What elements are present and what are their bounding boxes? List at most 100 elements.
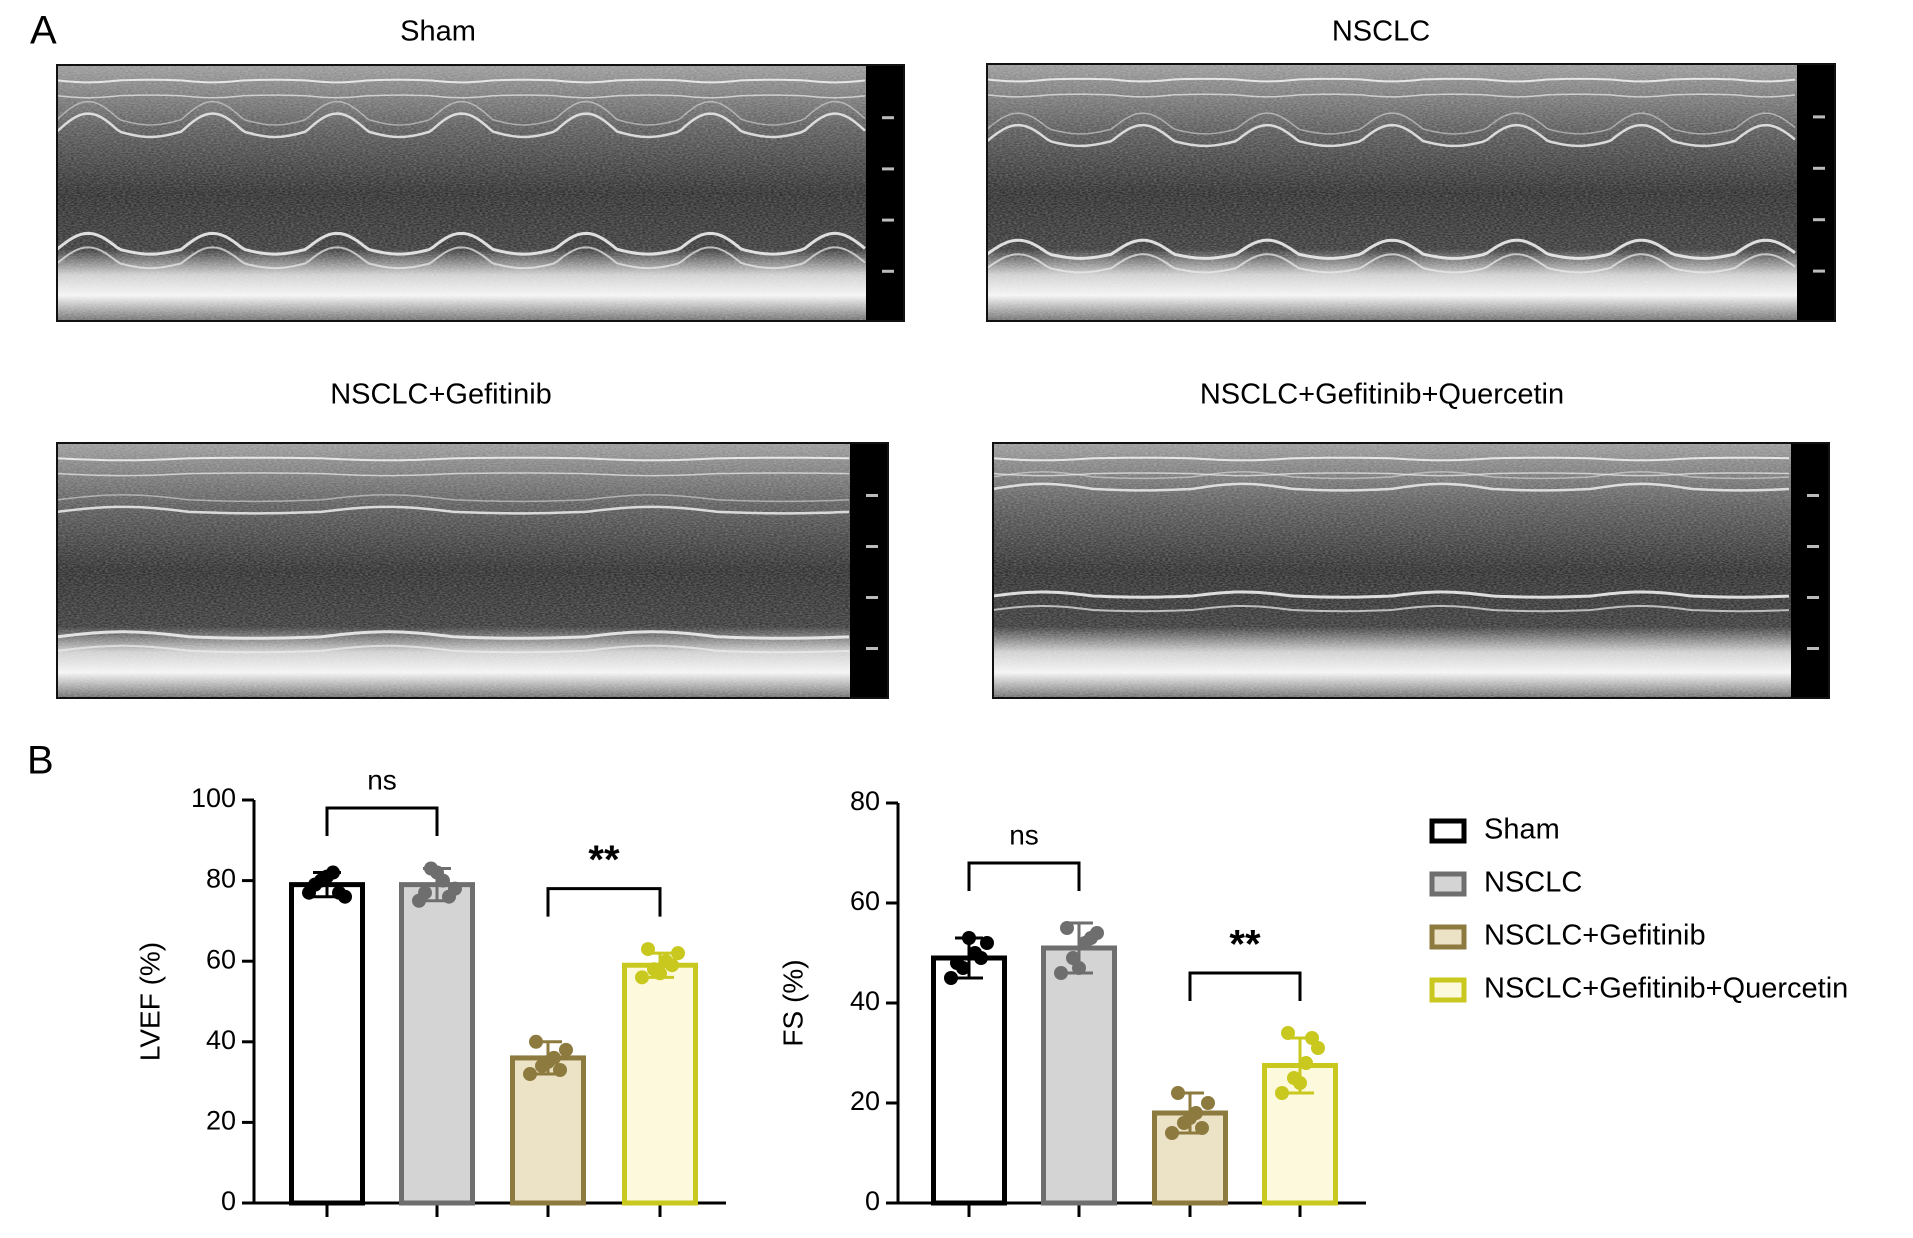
echo-wall — [986, 123, 1796, 148]
y-axis-label: LVEF (%) — [134, 942, 165, 1061]
echo-wall — [56, 100, 866, 126]
echo-wall — [56, 472, 850, 477]
echo-scale — [850, 443, 888, 698]
echo-scale — [1791, 443, 1829, 698]
data-point — [418, 885, 432, 900]
legend-label: Sham — [1484, 814, 1560, 846]
data-point — [1054, 966, 1068, 980]
echo-scale-mark — [1807, 647, 1819, 650]
echo-wall — [986, 253, 1796, 274]
data-point — [553, 1063, 567, 1078]
echo-border — [992, 442, 1830, 699]
bar — [289, 882, 365, 1206]
data-point — [671, 946, 685, 961]
echo-scale — [866, 65, 904, 321]
echo-speckle — [987, 64, 1797, 321]
data-point — [1165, 1126, 1179, 1140]
echo-wall — [56, 630, 850, 640]
echo-scale-mark — [1813, 218, 1825, 222]
y-tick-label: 20 — [850, 1086, 880, 1116]
echo-wall — [986, 77, 1796, 83]
bar — [399, 882, 475, 1206]
echo-wall — [992, 472, 1790, 477]
data-point — [1281, 1026, 1295, 1040]
echo-border — [56, 64, 905, 322]
echo-wall — [56, 78, 866, 84]
data-point — [1060, 921, 1074, 935]
echo-scale — [1797, 64, 1835, 321]
echo-scale-mark — [1813, 166, 1825, 170]
echo-wall — [992, 590, 1790, 599]
data-point — [1084, 931, 1098, 945]
echo-wall — [56, 94, 866, 99]
data-point — [665, 958, 679, 973]
y-tick-label: 60 — [850, 886, 880, 916]
data-point — [944, 971, 958, 985]
bar — [1041, 945, 1117, 1206]
data-point — [653, 966, 667, 981]
data-point — [308, 877, 322, 892]
echo-wall — [56, 231, 866, 256]
y-tick-label: 20 — [206, 1106, 236, 1136]
y-tick-label: 80 — [206, 864, 236, 894]
echo-wall — [56, 494, 850, 503]
y-tick-label: 80 — [850, 786, 880, 816]
data-point — [1195, 1121, 1209, 1135]
bar — [622, 962, 698, 1206]
echo-scale-mark — [866, 647, 878, 650]
echo-wall — [56, 246, 866, 270]
data-point — [1305, 1031, 1319, 1045]
legend-swatch — [1429, 977, 1467, 1003]
significance-bracket — [325, 806, 439, 837]
y-tick-label: 0 — [865, 1186, 880, 1216]
legend-swatch — [1429, 818, 1467, 844]
data-point — [962, 931, 976, 945]
data-point — [332, 885, 346, 900]
echo-title: NSCLC+Gefitinib+Quercetin — [1200, 379, 1564, 411]
echo-speckle — [993, 443, 1791, 698]
data-point — [1293, 1076, 1307, 1090]
bar — [510, 1055, 586, 1206]
echo-border — [56, 442, 889, 699]
echo-wall — [986, 112, 1796, 135]
echo-scale-mark — [882, 167, 894, 171]
data-point — [523, 1067, 537, 1082]
y-tick-label: 60 — [206, 944, 236, 974]
echo-wall — [992, 471, 1790, 480]
echo-scale-mark — [1807, 596, 1819, 599]
echo-images — [56, 63, 1836, 699]
echo-wall — [56, 644, 850, 654]
y-tick-label: 100 — [191, 783, 236, 813]
echo-wall — [992, 604, 1790, 613]
legend-label: NSCLC+Gefitinib+Quercetin — [1484, 973, 1848, 1005]
echo-wall — [56, 112, 866, 139]
echo-scale-mark — [1807, 545, 1819, 548]
data-point — [1299, 1056, 1313, 1070]
legend-swatch — [1429, 924, 1467, 950]
data-point — [1201, 1096, 1215, 1110]
data-point — [320, 869, 334, 884]
legend-label: NSCLC+Gefitinib — [1484, 920, 1706, 952]
echo-scale-mark — [866, 596, 878, 599]
data-point — [529, 1034, 543, 1049]
data-point — [442, 889, 456, 904]
data-point — [635, 970, 649, 985]
significance-label: ns — [367, 764, 397, 795]
data-point — [950, 956, 964, 970]
data-point — [541, 1054, 555, 1069]
significance-bracket — [967, 861, 1081, 891]
bar — [931, 955, 1007, 1206]
echo-wall — [56, 456, 850, 462]
significance-bracket — [546, 887, 662, 917]
panel-label: B — [27, 739, 54, 783]
echo-border — [986, 63, 1836, 322]
echo-title: NSCLC — [1332, 16, 1430, 48]
y-tick-label: 40 — [206, 1025, 236, 1055]
y-tick-label: 40 — [850, 986, 880, 1016]
echo-speckle — [57, 443, 850, 698]
data-point — [641, 942, 655, 957]
echo-scale-mark — [882, 116, 894, 120]
echo-wall — [992, 482, 1790, 492]
data-point — [1171, 1086, 1185, 1100]
data-point — [559, 1042, 573, 1057]
